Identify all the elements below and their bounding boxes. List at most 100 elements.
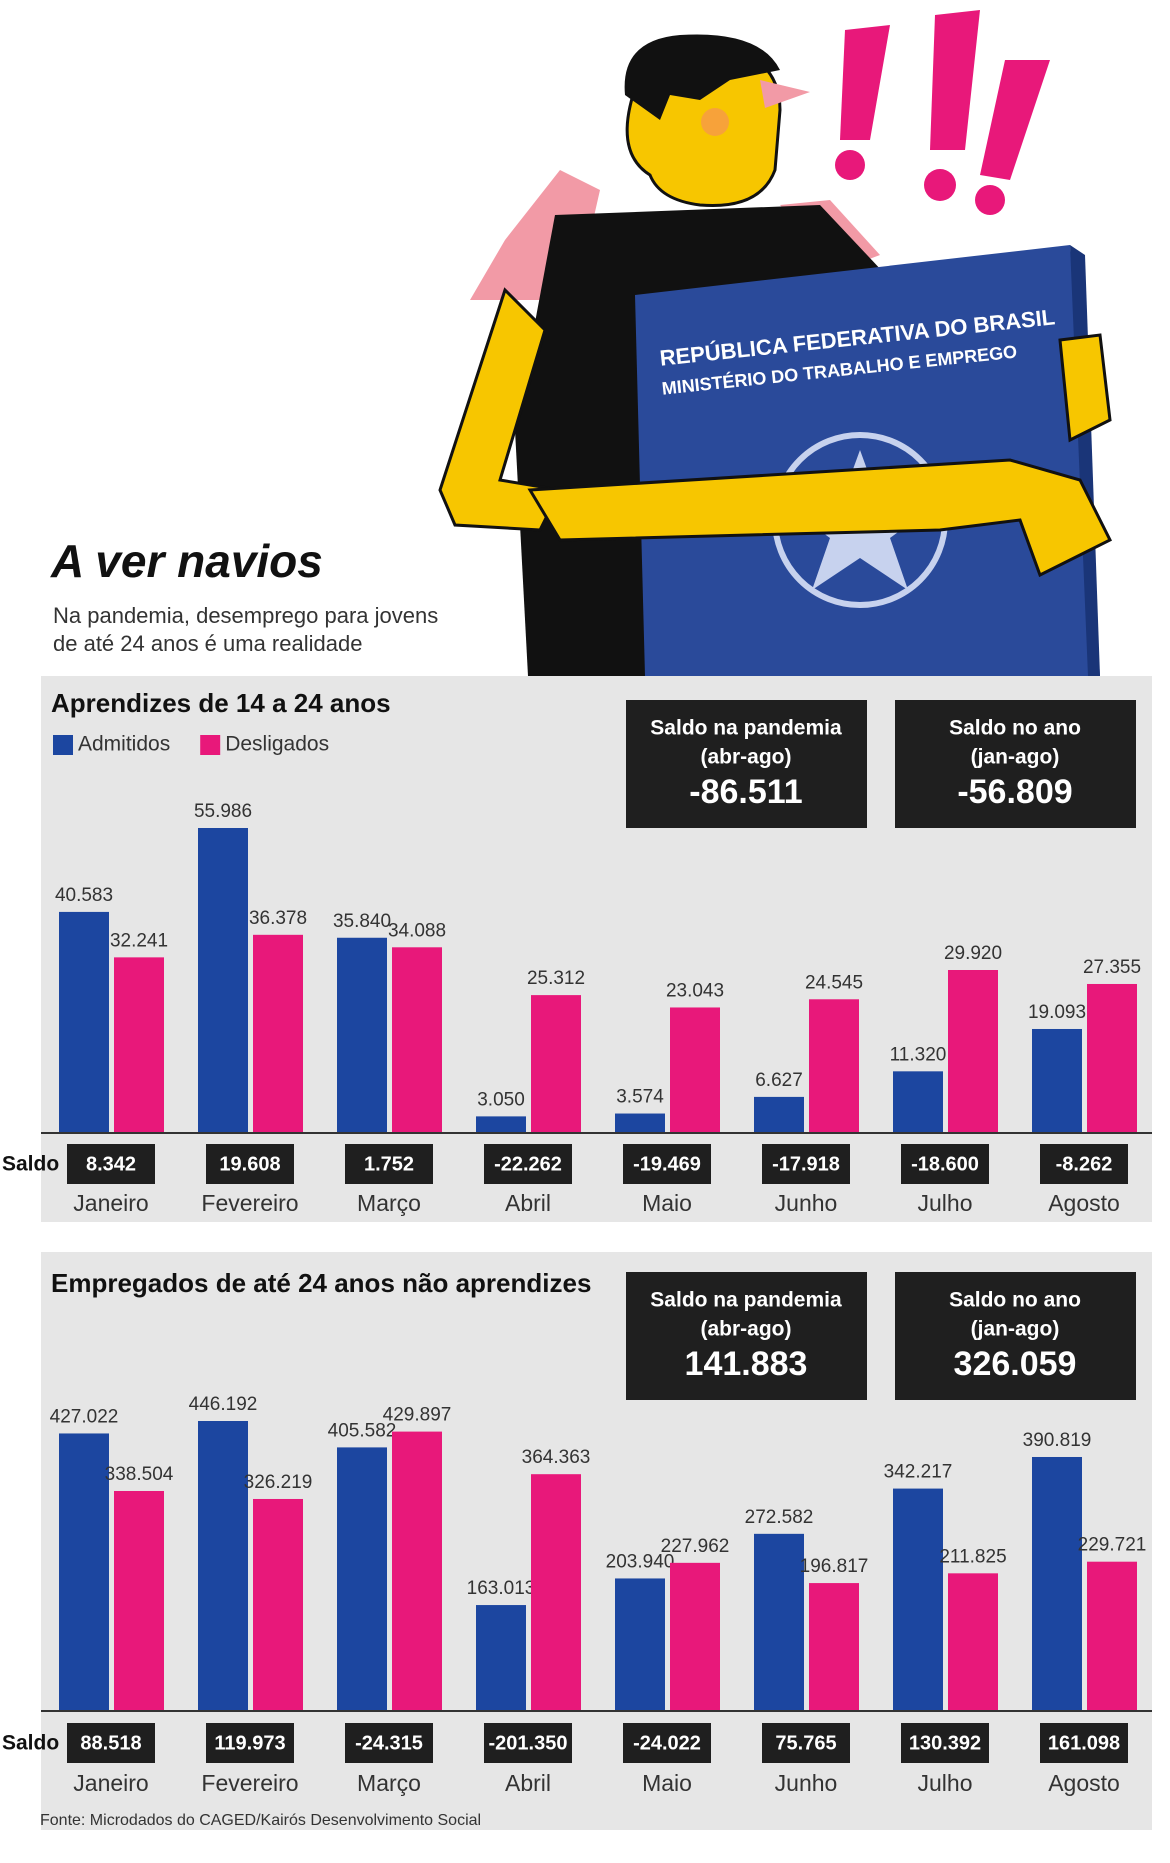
saldo-value: 1.752 [364,1153,414,1175]
saldo-box [67,1144,155,1184]
summary-title: (jan-ago) [971,1318,1060,1341]
bar [198,1421,248,1711]
x-tick-label: Julho [918,1770,973,1796]
value-label: 211.825 [939,1546,1006,1567]
exclamation-dot [924,169,956,201]
saldo-value: 88.518 [80,1732,141,1754]
value-label: 36.378 [249,908,307,929]
legend-swatch [53,735,73,755]
value-label: 3.050 [477,1089,525,1110]
summary-box [895,700,1136,828]
x-tick-label: Abril [505,1770,551,1796]
x-tick-label: Agosto [1048,1770,1120,1796]
saldo-value: -22.262 [494,1153,562,1175]
value-label: 25.312 [527,968,585,989]
exclamation [930,10,980,150]
bar [670,1007,720,1133]
summary-title: (abr-ago) [701,1318,792,1341]
bar [893,1071,943,1133]
value-label: 196.817 [800,1556,869,1577]
saldo-box [345,1144,433,1184]
summary-box [895,1272,1136,1400]
saldo-box [1040,1144,1128,1184]
saldo-box [206,1144,294,1184]
saldo-box [623,1144,711,1184]
value-label: 338.504 [105,1464,174,1485]
hair [624,34,780,120]
bar [948,1573,998,1711]
bar [754,1533,804,1711]
x-tick-label: Fevereiro [201,1770,298,1796]
bar [615,1113,665,1133]
chart-title: Empregados de até 24 anos não aprendizes [51,1268,591,1298]
value-label: 24.545 [805,972,863,993]
bar [253,934,303,1133]
bar [531,1474,581,1711]
summary-title: Saldo no ano [949,717,1081,740]
legend-label: Admitidos [78,733,170,756]
bar [809,999,859,1133]
bar [1032,1456,1082,1711]
saldo-value: -17.918 [772,1153,840,1175]
saldo-value: -18.600 [911,1153,979,1175]
bar [1087,1561,1137,1711]
exclamations [835,10,1050,215]
bar [337,937,387,1133]
x-tick-label: Maio [642,1770,692,1796]
bar [615,1578,665,1711]
bar [114,957,164,1133]
summary-value: -86.511 [689,773,802,811]
value-label: 32.241 [110,930,168,951]
cheek [701,108,729,136]
saldo-box [762,1144,850,1184]
summary-value: -56.809 [957,773,1072,811]
saldo-label: Saldo [2,1732,59,1755]
x-tick-label: Maio [642,1190,692,1216]
saldo-box [901,1723,989,1763]
bar [1087,983,1137,1133]
saldo-box [484,1723,572,1763]
value-label: 429.897 [383,1405,452,1426]
saldo-value: 8.342 [86,1153,136,1175]
bar [531,995,581,1133]
value-label: 272.582 [745,1507,814,1528]
bar [948,970,998,1133]
value-label: 390.819 [1023,1430,1092,1451]
chart-title: Aprendizes de 14 a 24 anos [51,688,391,718]
summary-title: Saldo na pandemia [650,1289,842,1312]
saldo-value: 130.392 [909,1732,981,1754]
bar [114,1490,164,1711]
bar [476,1116,526,1133]
exclamation-dot [835,150,865,180]
value-label: 446.192 [189,1394,258,1415]
value-label: 342.217 [884,1462,953,1483]
summary-title: Saldo no ano [949,1289,1081,1312]
saldo-box [623,1723,711,1763]
bar [337,1447,387,1711]
arm [527,458,1113,578]
summary-title: (jan-ago) [971,746,1060,769]
x-tick-label: Agosto [1048,1190,1120,1216]
saldo-box [67,1723,155,1763]
x-tick-label: Fevereiro [201,1190,298,1216]
bar [392,1431,442,1711]
x-tick-label: Julho [918,1190,973,1216]
legend-swatch [200,735,221,755]
legend-label: Desligados [225,733,329,756]
value-label: 3.574 [616,1087,664,1108]
source: Fonte: Microdados do CAGED/Kairós Desenv… [40,1812,481,1829]
saldo-label: Saldo [2,1153,59,1176]
exclamation [980,60,1050,180]
saldo-value: -201.350 [489,1732,568,1754]
saldo-box [345,1723,433,1763]
saldo-value: -24.315 [355,1732,423,1754]
exclamation [840,25,890,140]
summary-value: 326.059 [954,1345,1077,1383]
saldo-box [206,1723,294,1763]
summary-value: 141.883 [685,1345,808,1383]
value-label: 364.363 [522,1447,591,1468]
value-label: 427.022 [50,1406,119,1427]
saldo-value: 161.098 [1048,1732,1120,1754]
summary-box [626,1272,867,1400]
